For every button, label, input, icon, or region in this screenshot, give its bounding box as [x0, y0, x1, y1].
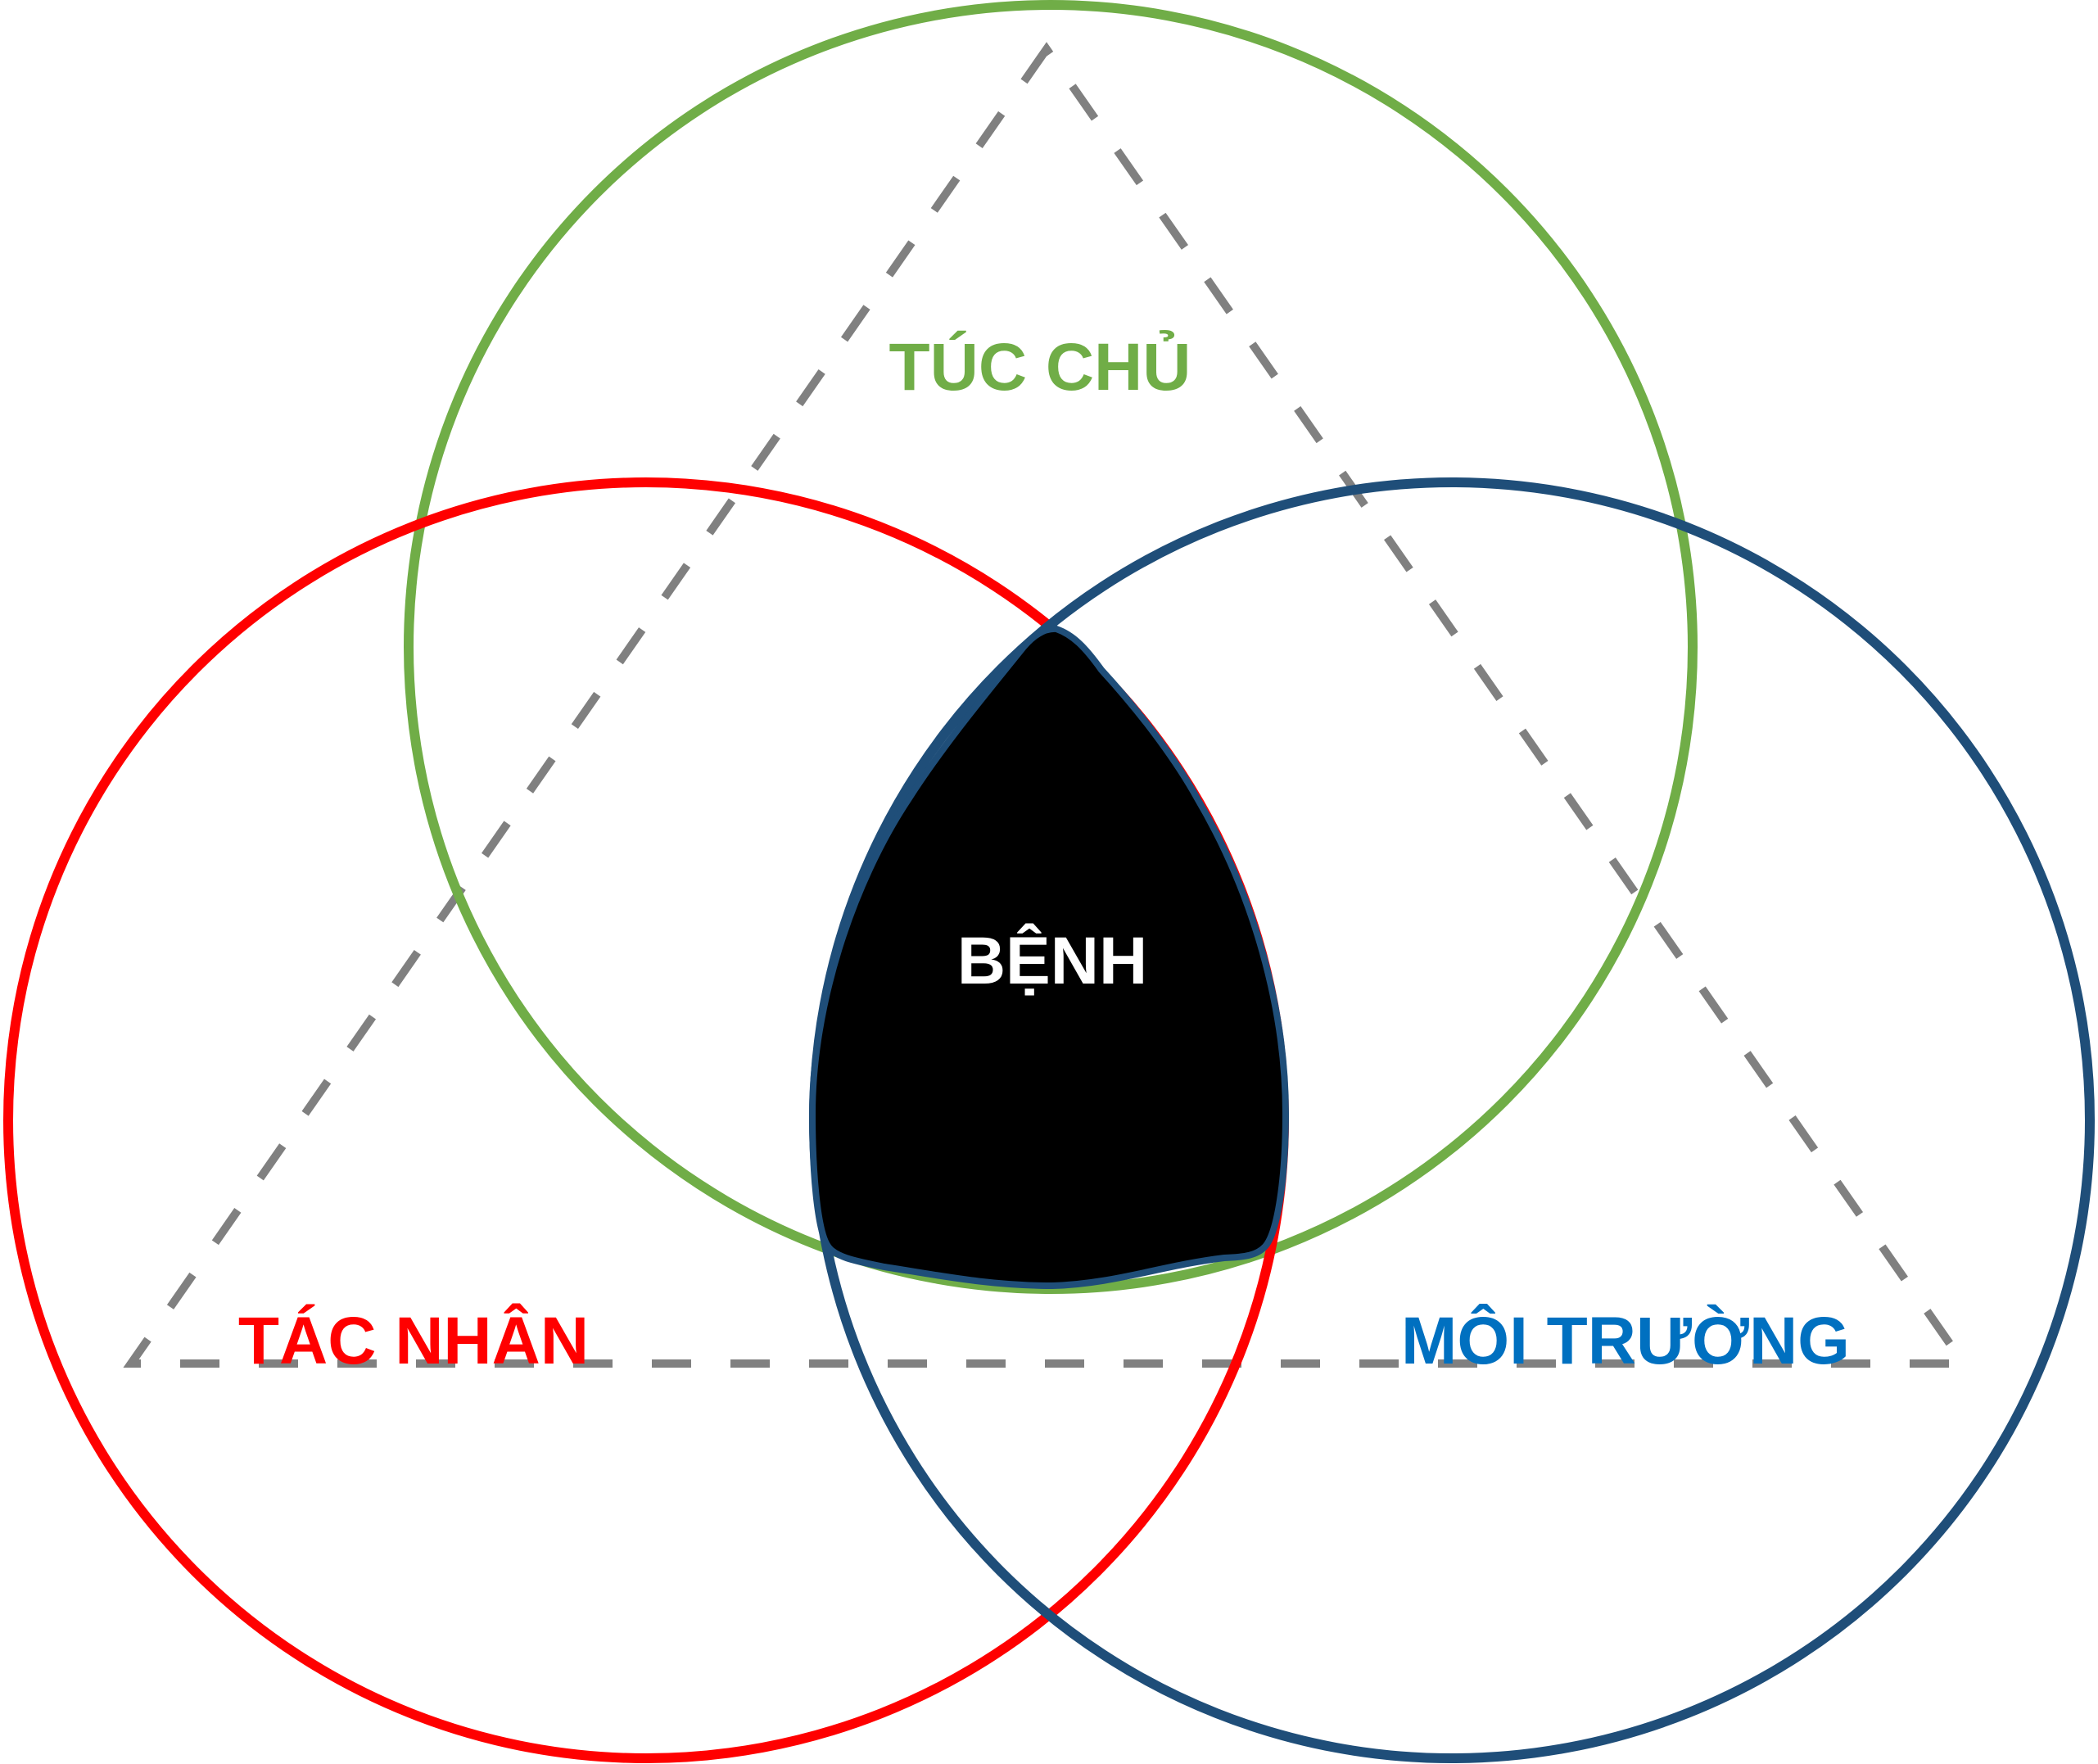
environment-label: MÔI TRƯỜNG: [1401, 1304, 1850, 1378]
agent-label: TÁC NHÂN: [238, 1304, 589, 1378]
disease-label: BỆNH: [957, 924, 1147, 998]
host-label: TÚC CHỦ: [889, 330, 1191, 405]
epidemiological-triangle: [123, 42, 1972, 1368]
disease-region: [808, 625, 1290, 1290]
host-circle: [404, 0, 1698, 1294]
